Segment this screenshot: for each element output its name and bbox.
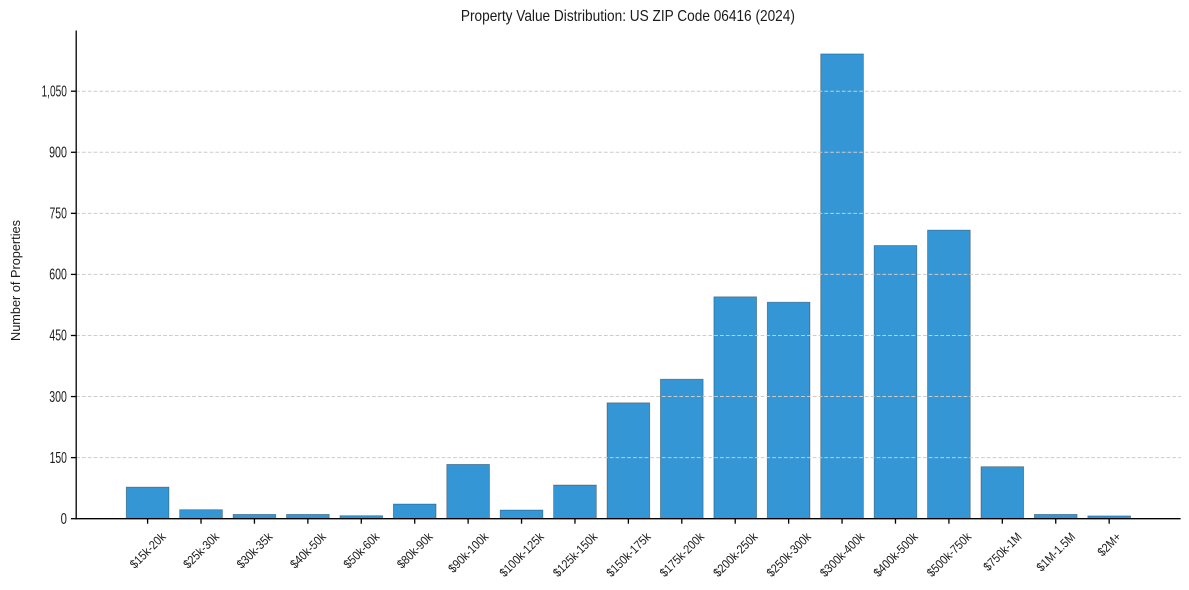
svg-text:0: 0 <box>61 511 68 528</box>
svg-text:750: 750 <box>50 206 68 223</box>
svg-text:600: 600 <box>49 267 67 284</box>
svg-text:150: 150 <box>50 450 68 467</box>
svg-text:450: 450 <box>49 328 67 345</box>
svg-text:900: 900 <box>49 144 67 161</box>
svg-text:Number of Properties: Number of Properties <box>9 220 23 341</box>
svg-text:Property Value Distribution: U: Property Value Distribution: US ZIP Code… <box>461 8 795 25</box>
svg-text:1,050: 1,050 <box>42 83 68 100</box>
svg-text:300: 300 <box>49 389 67 406</box>
